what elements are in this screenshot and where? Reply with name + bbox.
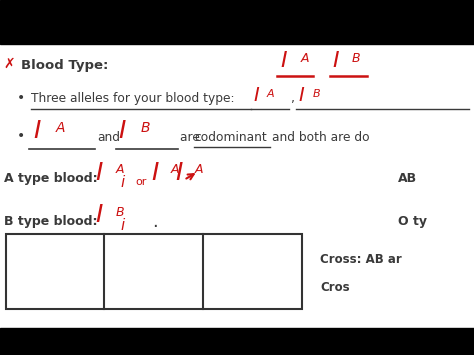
Text: Three alleles for your blood type:: Three alleles for your blood type: [31,92,234,105]
Text: Blood Type:: Blood Type: [21,59,109,72]
Text: $A$: $A$ [194,163,205,176]
Text: $B$: $B$ [312,87,321,99]
Bar [6,234,302,309]
Text: A type blood:: A type blood: [4,172,98,185]
Text: $\mathit{i}$: $\mathit{i}$ [120,174,126,190]
Text: $\mathit{I}$: $\mathit{I}$ [280,50,288,72]
Text: $\mathit{I}$: $\mathit{I}$ [151,162,159,185]
Text: AB: AB [398,172,417,185]
Text: are: are [180,131,204,144]
Text: ✗: ✗ [4,57,16,71]
Text: $\mathit{I}$: $\mathit{I}$ [95,204,103,227]
Text: O ty: O ty [398,215,427,228]
Text: ,: , [291,92,295,105]
Text: or: or [135,177,146,187]
Text: $A$: $A$ [266,87,276,99]
Text: B type blood:: B type blood: [4,215,97,228]
Text: $\mathit{I}$: $\mathit{I}$ [33,120,42,143]
Bar [0,328,474,355]
Text: •: • [17,91,25,105]
Text: $B$: $B$ [140,121,151,135]
Text: and: and [97,131,120,144]
Text: $\mathit{I}$: $\mathit{I}$ [118,120,127,143]
Text: $A$: $A$ [170,163,180,176]
Bar [0,0,474,44]
Text: $A$: $A$ [300,52,310,65]
Text: and both are do: and both are do [272,131,369,144]
Text: $\mathit{I}$: $\mathit{I}$ [175,162,184,185]
Text: $\mathit{i}$: $\mathit{i}$ [120,217,126,233]
Text: $B$: $B$ [115,206,125,219]
Text: $\mathit{I}$: $\mathit{I}$ [253,87,260,105]
Text: Cros: Cros [320,281,350,294]
Text: $A$: $A$ [55,121,66,135]
Text: $\mathit{I}$: $\mathit{I}$ [95,162,103,185]
Text: $B$: $B$ [351,52,361,65]
Text: $A$: $A$ [115,163,126,176]
Text: $\mathit{I}$: $\mathit{I}$ [332,50,340,72]
Text: •: • [17,130,25,143]
Text: $\mathit{I}$: $\mathit{I}$ [298,87,305,105]
Text: codominant: codominant [194,131,267,144]
Text: .: . [152,213,157,231]
Text: Cross: AB ar: Cross: AB ar [320,253,401,266]
